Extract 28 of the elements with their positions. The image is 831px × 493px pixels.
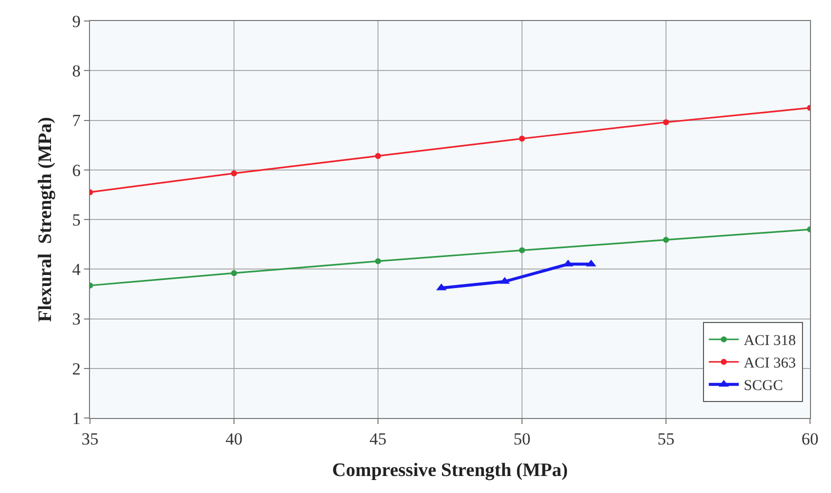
x-tick-label: 60 [802,429,818,448]
point [375,152,381,159]
legend-label: ACI 363 [744,356,796,372]
x-tick-label: 35 [82,429,98,448]
y-tick-label: 8 [72,62,81,81]
point [663,236,669,243]
y-tick-label: 6 [72,160,81,180]
point [375,258,381,264]
point [519,136,525,142]
x-axis-title: Compressive Strength (MPa) [332,460,568,482]
y-tick-label: 1 [72,408,81,428]
legend-label: ACI 318 [744,333,796,350]
y-tick-label: 9 [72,12,81,31]
x-tick-label: 50 [514,429,530,448]
legend-label: SCGC [744,378,783,394]
y-tick-label: 4 [72,260,82,280]
point [231,270,237,276]
y-tick-label: 3 [72,310,81,329]
point [231,170,237,176]
point [519,247,525,254]
y-tick-label: 2 [72,359,81,378]
y-axis-title: Flexural Strength (MPa) [34,117,56,322]
x-tick-label: 55 [658,429,674,448]
x-tick-label: 40 [226,429,242,448]
y-tick-label: 5 [72,210,81,230]
y-tick-label: 7 [72,111,82,130]
x-tick-label: 45 [370,429,386,448]
point [663,119,669,126]
